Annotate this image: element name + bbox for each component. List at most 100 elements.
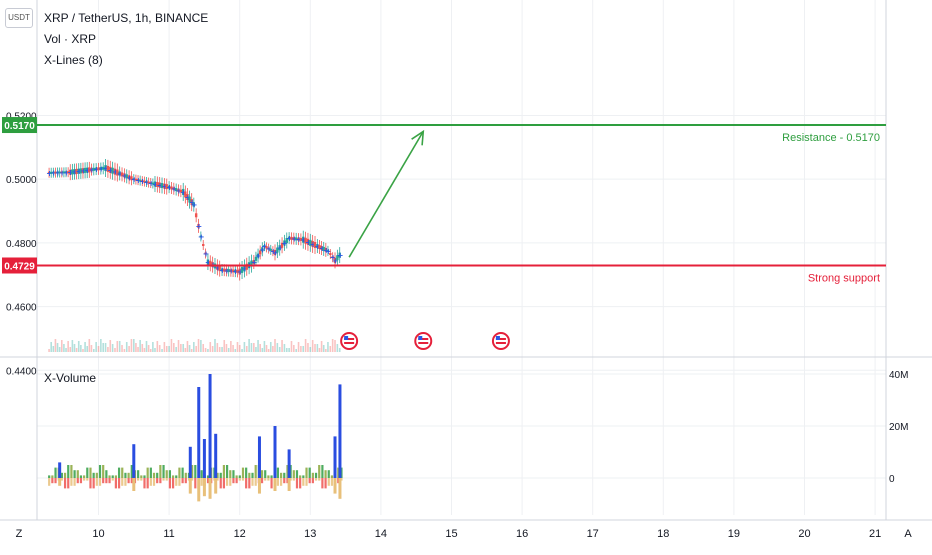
buy-volume-spike [188, 446, 192, 478]
xline-marker: + [166, 183, 173, 192]
xline-marker: + [319, 244, 326, 253]
candle-body [338, 252, 341, 258]
xline-marker: + [277, 244, 284, 253]
sell-volume-bar [267, 478, 270, 481]
bg-volume-bar [145, 341, 148, 352]
xline-marker: + [241, 264, 248, 273]
sell-volume-bar [283, 478, 286, 484]
bg-volume-bar [283, 344, 286, 352]
candle-body [134, 178, 138, 181]
bg-volume-bar [302, 346, 305, 352]
candle-body [329, 253, 332, 256]
buy-volume-bar [168, 470, 172, 478]
sell-volume-bar [206, 478, 210, 484]
candle-body [99, 167, 103, 171]
candle-body [240, 266, 244, 273]
buy-volume-bar [108, 475, 111, 478]
candle-body [54, 171, 57, 174]
sell-volume-bar [143, 478, 146, 489]
sell-volume-bar [124, 478, 127, 486]
bg-volume-bar [102, 343, 105, 352]
xlines-indicator-legend[interactable]: X-Lines (8) [44, 53, 103, 67]
sell-volume-bar [98, 478, 102, 486]
bg-volume-bar [95, 342, 97, 352]
bg-volume-bar [137, 347, 139, 352]
xline-marker: + [281, 239, 288, 248]
bg-volume-bar [272, 346, 274, 352]
xline-marker: + [237, 268, 244, 277]
candle-body [92, 167, 95, 171]
sell-volume-bar [318, 478, 321, 481]
sell-volume-bar [140, 478, 143, 481]
bg-volume-bar [97, 346, 100, 352]
buy-volume-bar [79, 475, 83, 478]
event-flag-stripe [344, 338, 355, 340]
bg-volume-bar [238, 345, 241, 352]
sell-volume-spike [208, 478, 212, 499]
candle-body [227, 269, 230, 273]
bg-volume-bar [207, 349, 209, 352]
buy-volume-bar [318, 465, 321, 478]
xline-marker: + [300, 236, 307, 245]
buy-volume-spike [273, 426, 277, 478]
volume-pane-title: X-Volume [44, 371, 96, 385]
buy-volume-spike [257, 436, 261, 478]
x-tick-label: 18 [657, 528, 669, 540]
bg-volume-bar [234, 349, 237, 352]
candle-body [69, 169, 72, 175]
sell-volume-bar [149, 478, 152, 486]
candle-body [271, 250, 275, 253]
sell-volume-spike [257, 478, 261, 494]
bg-volume-bar [184, 348, 187, 352]
sell-volume-bar [79, 478, 83, 484]
candle-body [163, 183, 166, 189]
currency-button[interactable]: USDT [5, 8, 33, 28]
xline-marker: + [139, 177, 146, 186]
bg-volume-bar [175, 347, 177, 352]
candle-body [186, 194, 189, 201]
candle-body [243, 265, 246, 272]
buy-volume-bar [67, 465, 70, 478]
bg-volume-bar [86, 346, 89, 352]
x-tick-label: 13 [304, 528, 316, 540]
candle-body [60, 171, 63, 174]
event-flag-canton [495, 336, 500, 340]
xline-marker: + [59, 168, 66, 177]
buy-volume-bar [152, 472, 156, 478]
xline-marker: + [50, 169, 57, 178]
buy-volume-spike [287, 449, 291, 478]
buy-volume-bar [95, 472, 98, 478]
candle-body [179, 189, 183, 193]
buy-volume-bar [162, 465, 165, 478]
bg-volume-bar [253, 343, 255, 352]
candle-body [234, 269, 237, 273]
bg-volume-bar [158, 345, 161, 352]
xline-marker: + [176, 186, 183, 195]
candle-body [306, 238, 310, 245]
xline-marker: + [255, 252, 262, 261]
sell-volume-bar [171, 478, 175, 489]
sell-volume-bar [235, 478, 238, 484]
volume-indicator-legend[interactable]: Vol · XRP [44, 32, 97, 46]
resistance-price-label: 0.5170 [4, 121, 35, 132]
bg-volume-bar [334, 340, 336, 352]
candle-body [77, 168, 80, 174]
candle-body [56, 171, 59, 174]
sell-volume-spike [58, 478, 62, 486]
symbol-legend[interactable]: XRP / TetherUS, 1h, BINANCE [44, 11, 209, 25]
zoom-button[interactable]: Z [16, 528, 23, 540]
bg-volume-bar [232, 345, 234, 352]
bg-volume-bar [154, 348, 156, 352]
sell-volume-bar [286, 478, 289, 484]
sell-volume-bar [311, 478, 314, 484]
sell-volume-bar [156, 478, 159, 484]
auto-scale-button[interactable]: A [904, 528, 912, 540]
buy-volume-bar [117, 467, 121, 478]
buy-volume-bar [63, 472, 67, 478]
bg-volume-bar [109, 340, 112, 352]
sell-volume-bar [130, 478, 133, 484]
candle-body [151, 182, 155, 185]
xline-marker: + [84, 166, 91, 175]
